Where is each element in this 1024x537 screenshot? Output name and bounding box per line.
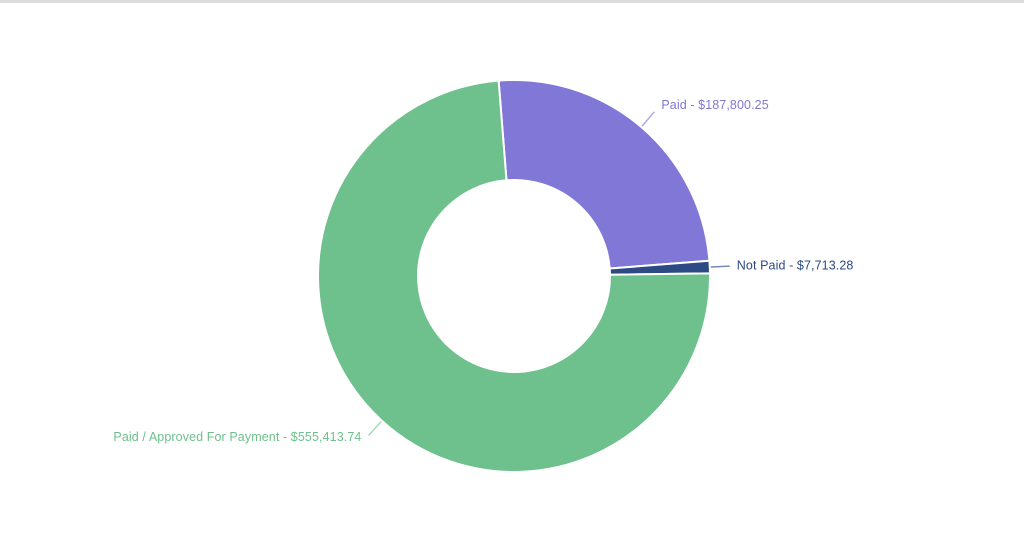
donut-slice-paid[interactable] — [497, 79, 711, 270]
label-leader-line — [367, 421, 382, 437]
label-leader-line — [641, 111, 655, 127]
slice-label-paid-approved-for-payment: Paid / Approved For Payment - $555,413.7… — [113, 430, 361, 444]
slice-label-not-paid: Not Paid - $7,713.28 — [737, 258, 854, 272]
top-divider — [0, 0, 1024, 3]
slice-label-paid: Paid - $187,800.25 — [661, 98, 768, 112]
label-leader-line — [710, 265, 730, 268]
donut-slice-paid-approved-for-payment[interactable] — [317, 79, 711, 473]
